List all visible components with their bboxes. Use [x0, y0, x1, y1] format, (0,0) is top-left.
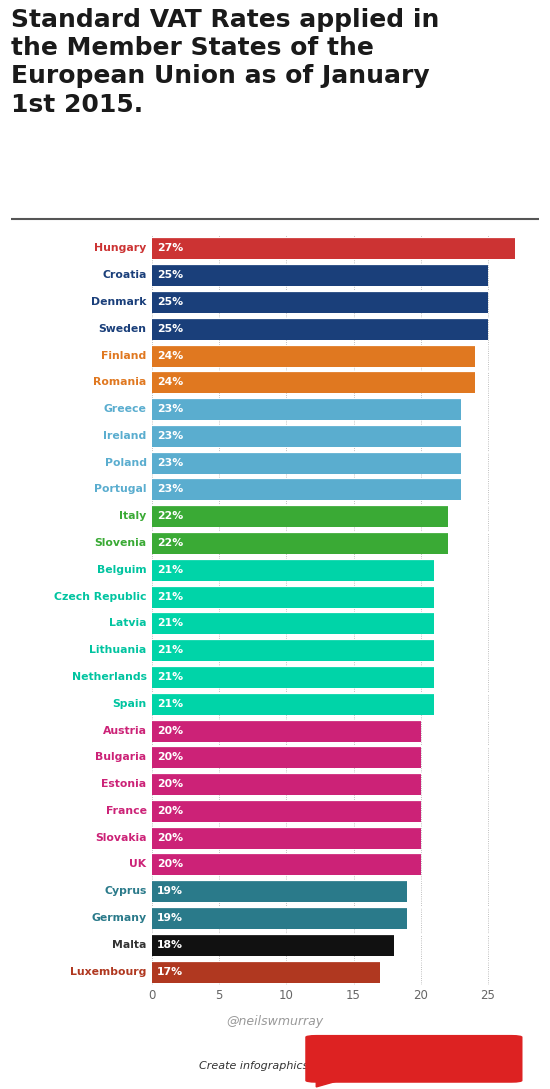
Text: Italy: Italy [119, 511, 147, 522]
Text: Sweden: Sweden [98, 323, 147, 333]
Bar [152, 237, 515, 259]
Text: Lithuania: Lithuania [89, 645, 147, 656]
Text: Croatia: Croatia [102, 270, 147, 280]
Bar [152, 533, 448, 554]
Text: Finland: Finland [101, 351, 147, 360]
Text: 21%: 21% [157, 672, 183, 682]
Text: 25%: 25% [157, 270, 183, 280]
Bar [152, 907, 408, 929]
Bar [152, 291, 488, 313]
Polygon shape [316, 1080, 338, 1087]
Text: 24%: 24% [157, 377, 183, 388]
Text: Portugal: Portugal [94, 485, 147, 494]
Text: Bulgaria: Bulgaria [96, 752, 147, 762]
Text: infogr.am: infogr.am [379, 1051, 451, 1064]
Text: Austria: Austria [103, 725, 147, 735]
Text: 25%: 25% [157, 297, 183, 307]
Text: 21%: 21% [157, 565, 183, 575]
Text: 20%: 20% [157, 779, 183, 790]
Bar [152, 344, 475, 367]
Text: Luxembourg: Luxembourg [70, 967, 147, 977]
Text: Poland: Poland [104, 457, 147, 467]
FancyBboxPatch shape [305, 1035, 522, 1082]
Text: Greece: Greece [104, 404, 147, 414]
Text: 21%: 21% [157, 645, 183, 656]
Bar [152, 880, 408, 902]
Text: Latvia: Latvia [109, 619, 147, 628]
Bar [152, 720, 421, 742]
Text: 20%: 20% [157, 806, 183, 816]
Bar [152, 827, 421, 848]
Text: 23%: 23% [157, 485, 183, 494]
Text: Romania: Romania [94, 377, 147, 388]
Bar [152, 265, 488, 286]
Bar [152, 746, 421, 769]
Text: Czech Republic: Czech Republic [54, 591, 147, 601]
Text: 20%: 20% [157, 859, 183, 869]
Bar [152, 559, 434, 580]
Text: 22%: 22% [157, 511, 183, 522]
Text: 21%: 21% [157, 591, 183, 601]
Text: Estonia: Estonia [102, 779, 147, 790]
Bar [152, 425, 461, 446]
Text: 24%: 24% [157, 351, 183, 360]
Text: 25%: 25% [157, 323, 183, 333]
Text: Create infographics: Create infographics [199, 1061, 308, 1072]
Text: 19%: 19% [157, 886, 183, 896]
Text: 23%: 23% [157, 404, 183, 414]
Bar [152, 478, 461, 501]
Bar [152, 854, 421, 876]
Bar [152, 399, 461, 420]
Bar [152, 452, 461, 474]
Text: Belguim: Belguim [97, 565, 147, 575]
Bar [152, 693, 434, 714]
Text: Standard VAT Rates applied in
the Member States of the
European Union as of Janu: Standard VAT Rates applied in the Member… [11, 8, 439, 117]
Bar [152, 960, 381, 982]
Text: 21%: 21% [157, 699, 183, 709]
Bar [152, 318, 488, 340]
Text: 27%: 27% [157, 244, 183, 254]
Text: France: France [106, 806, 147, 816]
Text: Slovakia: Slovakia [95, 833, 147, 843]
Text: 20%: 20% [157, 725, 183, 735]
Bar [152, 666, 434, 688]
Text: Slovenia: Slovenia [95, 538, 147, 548]
Text: 21%: 21% [157, 619, 183, 628]
Text: Germany: Germany [91, 913, 147, 923]
Text: 23%: 23% [157, 457, 183, 467]
Text: 20%: 20% [157, 752, 183, 762]
Bar [152, 639, 434, 661]
Bar [152, 505, 448, 527]
Text: 22%: 22% [157, 538, 183, 548]
Text: 18%: 18% [157, 940, 183, 950]
Text: Netherlands: Netherlands [72, 672, 147, 682]
Text: Ireland: Ireland [103, 431, 147, 441]
Bar [152, 773, 421, 795]
Text: Hungary: Hungary [95, 244, 147, 254]
Bar [152, 934, 394, 956]
Text: @neilswmurray: @neilswmurray [227, 1015, 323, 1028]
Bar [152, 800, 421, 822]
Text: 20%: 20% [157, 833, 183, 843]
Text: 23%: 23% [157, 431, 183, 441]
Bar [152, 586, 434, 608]
Text: Denmark: Denmark [91, 297, 147, 307]
Bar [152, 371, 475, 393]
Text: 19%: 19% [157, 913, 183, 923]
Text: Spain: Spain [112, 699, 147, 709]
Text: Cyprus: Cyprus [104, 886, 147, 896]
Bar [152, 612, 434, 635]
Text: UK: UK [129, 859, 147, 869]
Text: Malta: Malta [112, 940, 147, 950]
Text: 17%: 17% [157, 967, 183, 977]
